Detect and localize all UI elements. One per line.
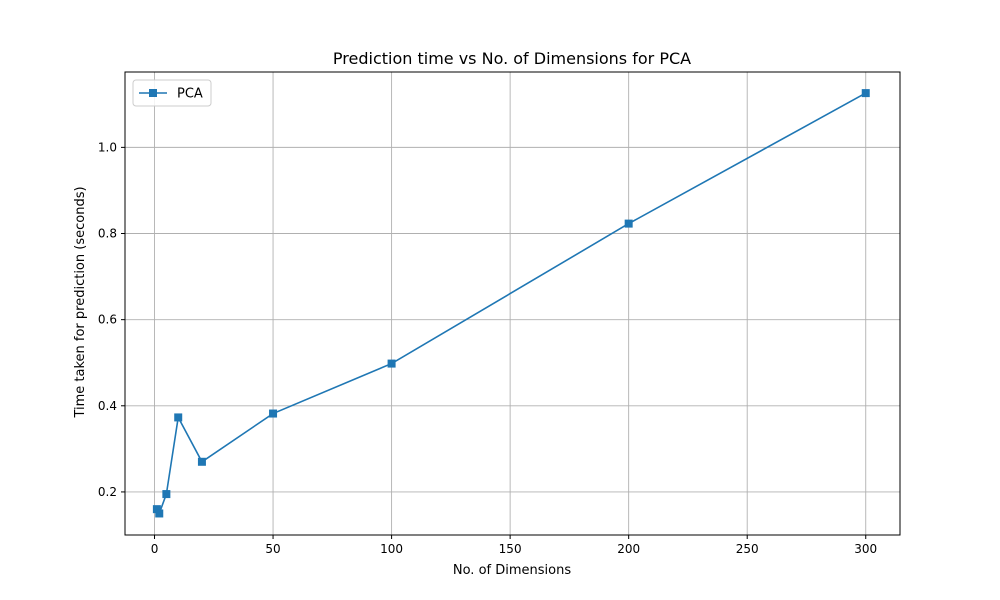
y-tick-label: 1.0 [98, 140, 117, 154]
data-point [174, 413, 183, 422]
y-tick-label: 0.8 [98, 227, 117, 241]
data-point [861, 89, 870, 98]
plot-area-frame [124, 71, 901, 536]
legend-box [132, 79, 212, 107]
x-tick-label: 0 [151, 542, 159, 556]
data-point [152, 505, 161, 514]
y-axis-ticks: 0.2 0.4 0.6 0.8 1.0 [98, 140, 125, 499]
y-tick-label: 0.4 [98, 399, 117, 413]
grid [125, 72, 900, 535]
chart-title: Prediction time vs No. of Dimensions for… [333, 49, 691, 68]
data-point [162, 490, 171, 499]
data-point [197, 457, 206, 466]
y-axis-label: Time taken for prediction (seconds) [73, 186, 88, 418]
x-tick-label: 50 [265, 542, 280, 556]
x-tick-label: 150 [499, 542, 522, 556]
legend-label: PCA [177, 87, 203, 102]
x-tick-label: 300 [854, 542, 877, 556]
y-tick-label: 0.2 [98, 485, 117, 499]
data-point [387, 359, 396, 368]
legend: PCA [132, 79, 212, 107]
series-layer [152, 89, 870, 518]
x-tick-label: 100 [380, 542, 403, 556]
legend-marker-swatch [149, 89, 157, 97]
data-point [155, 509, 164, 518]
x-axis-ticks: 0 50 100 150 200 250 300 [151, 535, 877, 556]
x-axis-label: No. of Dimensions [453, 563, 571, 578]
y-tick-label: 0.6 [98, 313, 117, 327]
x-tick-label: 200 [617, 542, 640, 556]
data-point [269, 409, 278, 418]
x-tick-label: 250 [736, 542, 759, 556]
data-point [624, 219, 633, 228]
